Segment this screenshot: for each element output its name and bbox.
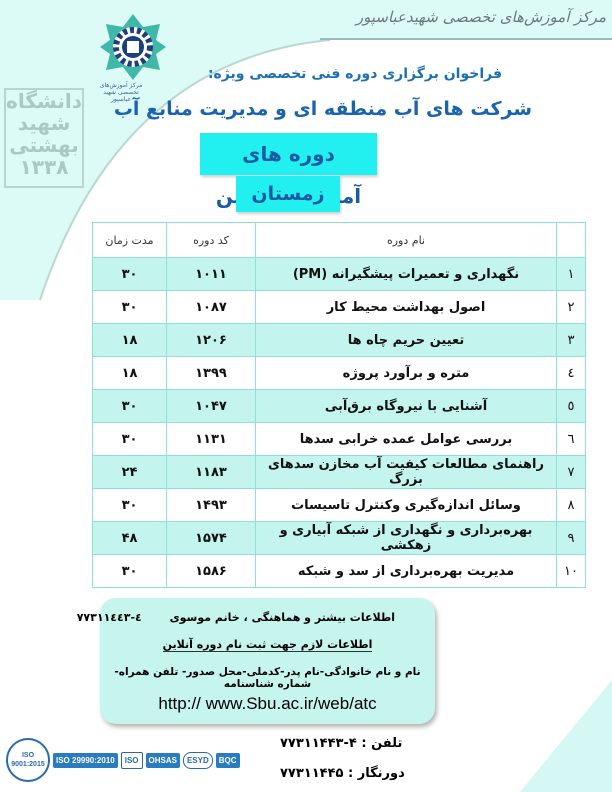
cell-number: ۷ <box>556 455 586 489</box>
cell-duration: ۱۸ <box>92 323 167 357</box>
cert-logo: ISO 9001:2015 <box>6 738 50 782</box>
cell-code: ۱۵۷۴ <box>166 521 256 555</box>
fax: دورنگار : ۷۷۳۱۱۴۴۵ <box>280 766 405 781</box>
call-title: فراخوان برگزاری دوره فنی تخصصی ویژه: <box>207 66 502 82</box>
cert-logo: ISO <box>120 751 143 769</box>
cell-number: ۱۰ <box>556 554 586 588</box>
header-number <box>556 222 586 258</box>
phone: تلفن : ۴-۷۷۳۱۱۴۴۳ <box>280 736 403 751</box>
courses-table: نام دوره کد دوره مدت زمان ۱ نگهداری و تعم… <box>92 222 586 588</box>
cell-name: وسائل اندازه‌گیری وکنترل تاسیسات <box>255 488 557 522</box>
cell-number: ۱ <box>556 257 586 291</box>
cell-duration: ۳۰ <box>92 554 167 588</box>
cell-code: ۱۴۹۳ <box>166 488 256 522</box>
divider <box>320 38 612 40</box>
header-name: نام دوره <box>255 222 557 258</box>
university-logo: دانشگاه شهید بهشتی ۱۳۳۸ <box>4 88 84 188</box>
table-row: ٦ بررسی عوامل عمده خرابی سدها ۱۱۳۱ ۳۰ <box>92 422 586 456</box>
cell-duration: ۳۰ <box>92 422 167 456</box>
cell-duration: ۳۰ <box>92 488 167 522</box>
info-box: اطلاعات بیشتر و هماهنگی ، خانم موسوی ٤-۷… <box>77 598 435 724</box>
table-row: ٥ آشنایی با نیروگاه برق‌آبی ۱۰۴۷ ۳۰ <box>92 389 586 423</box>
header-code: کد دوره <box>166 222 256 258</box>
cell-name: بررسی عوامل عمده خرابی سدها <box>255 422 557 456</box>
required-fields: نام و نام خانوادگی-نام پدر-کدملی-محل صدو… <box>114 666 421 690</box>
cert-logo: ESYD <box>182 751 213 769</box>
required-title-text: اطلاعات لازم جهت ثبت نام دوره آنلاین <box>162 638 373 652</box>
cell-number: ٤ <box>556 356 586 390</box>
table-row: ۳ تعیین حریم چاه ها ۱۲۰۶ ۱۸ <box>92 323 586 357</box>
companies-title: شرکت های آب منطقه ای و مدیریت منابع آب <box>113 98 532 120</box>
table-row: ۷ راهنمای مطالعات کیفیت آب مخازن سدهای بز… <box>92 455 586 489</box>
table-row: ۲ اصول بهداشت محیط کار ۱۰۸۷ ۳۰ <box>92 290 586 324</box>
table-row: ٤ متره و برآورد پروژه ۱۳۹۹ ۱۸ <box>92 356 586 390</box>
cell-code: ۱۰۸۷ <box>166 290 256 324</box>
cell-number: ۹ <box>556 521 586 555</box>
cell-name: تعیین حریم چاه ها <box>255 323 557 357</box>
table-row: ۹ بهره‌برداری و نگهداری از شبکه آبیاری و … <box>92 521 586 555</box>
cell-code: ۱۰۱۱ <box>166 257 256 291</box>
cell-code: ۱۱۳۱ <box>166 422 256 456</box>
cell-name: متره و برآورد پروژه <box>255 356 557 390</box>
certification-logos: ISO 9001:2015 ISO 29990:2010 ISO OHSAS E… <box>6 732 268 788</box>
cell-duration: ۳۰ <box>92 290 167 324</box>
cell-code: ۱۰۴۷ <box>166 389 256 423</box>
cell-name: اصول بهداشت محیط کار <box>255 290 557 324</box>
logo-caption: مرکز آموزش‌های تخصصی شهید عباسپور <box>99 82 143 103</box>
required-title: اطلاعات لازم جهت ثبت نام دوره آنلاین <box>100 638 435 652</box>
cell-name: مدیریت بهره‌برداری از سد و شبکه <box>255 554 557 588</box>
highlight-title: دوره های آموزشی آنلاین <box>200 133 377 208</box>
table-row: ۱۰ مدیریت بهره‌برداری از سد و شبکه ۱۵۸۶ ۳۰ <box>92 554 586 588</box>
cell-name: راهنمای مطالعات کیفیت آب مخازن سدهای بزر… <box>255 455 557 489</box>
cell-duration: ۳۰ <box>92 389 167 423</box>
contact-phone: ٤-۷۷۳۱۱٤٤۳ <box>76 611 142 624</box>
contact-text: اطلاعات بیشتر و هماهنگی ، خانم موسوی <box>169 611 395 624</box>
contact-line: اطلاعات بیشتر و هماهنگی ، خانم موسوی ٤-۷… <box>77 611 395 624</box>
cell-number: ٦ <box>556 422 586 456</box>
cell-code: ۱۱۸۳ <box>166 455 256 489</box>
website-link[interactable]: http:// www.Sbu.ac.ir/web/atc <box>158 694 377 713</box>
cell-name: نگهداری و تعمیرات پیشگیرانه (PM) <box>255 257 557 291</box>
cell-duration: ۲۴ <box>92 455 167 489</box>
cell-number: ۲ <box>556 290 586 324</box>
center-logo <box>100 14 166 80</box>
header-duration: مدت زمان <box>92 222 167 258</box>
cell-duration: ۱۸ <box>92 356 167 390</box>
cert-logo: OHSAS <box>145 752 180 768</box>
table-header: نام دوره کد دوره مدت زمان <box>92 222 586 258</box>
table-row: ۱ نگهداری و تعمیرات پیشگیرانه (PM) ۱۰۱۱ ۳۰ <box>92 257 586 291</box>
cell-number: ۳ <box>556 323 586 357</box>
cell-name: بهره‌برداری و نگهداری از شبکه آبیاری و ز… <box>255 521 557 555</box>
cell-number: ۸ <box>556 488 586 522</box>
cell-code: ۱۲۰۶ <box>166 323 256 357</box>
cert-logo: ISO 29990:2010 <box>53 752 118 768</box>
cell-duration: ۴۸ <box>92 521 167 555</box>
cell-duration: ۳۰ <box>92 257 167 291</box>
table-row: ۸ وسائل اندازه‌گیری وکنترل تاسیسات ۱۴۹۳ ۳۰ <box>92 488 586 522</box>
cert-logo: BQC <box>215 752 240 768</box>
cell-name: آشنایی با نیروگاه برق‌آبی <box>255 389 557 423</box>
cell-number: ٥ <box>556 389 586 423</box>
center-name: مرکز آموزش‌های تخصصی شهیدعباسپور <box>355 8 606 26</box>
cell-code: ۱۵۸۶ <box>166 554 256 588</box>
season-label: زمستان ۱۴۰۰ <box>236 176 340 241</box>
cell-code: ۱۳۹۹ <box>166 356 256 390</box>
